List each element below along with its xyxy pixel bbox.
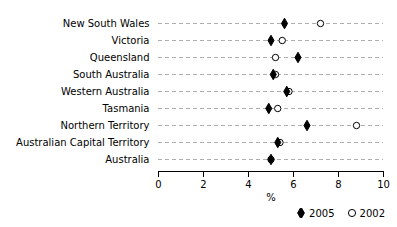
svg-text:Victoria: Victoria [112, 35, 150, 46]
html-text:2002: 2002 [359, 207, 385, 219]
svg-text:10: 10 [377, 179, 390, 190]
svg-text:8: 8 [335, 179, 341, 190]
svg-text:New South Wales: New South Wales [63, 18, 150, 29]
svg-text:%: % [266, 192, 276, 203]
svg-text:Australia: Australia [105, 154, 149, 165]
html-text:2005: 2005 [309, 207, 335, 219]
svg-text:Western Australia: Western Australia [61, 86, 149, 97]
svg-text:Tasmania: Tasmania [102, 103, 150, 114]
svg-text:4: 4 [245, 179, 251, 190]
svg-text:Australian Capital Territory: Australian Capital Territory [16, 137, 150, 148]
svg-text:Queensland: Queensland [90, 52, 150, 63]
svg-text:0: 0 [155, 179, 161, 190]
svg-text:6: 6 [290, 179, 296, 190]
svg-text:South Australia: South Australia [73, 69, 149, 80]
svg-text:Northern Territory: Northern Territory [60, 120, 149, 131]
svg-text:2: 2 [200, 179, 206, 190]
